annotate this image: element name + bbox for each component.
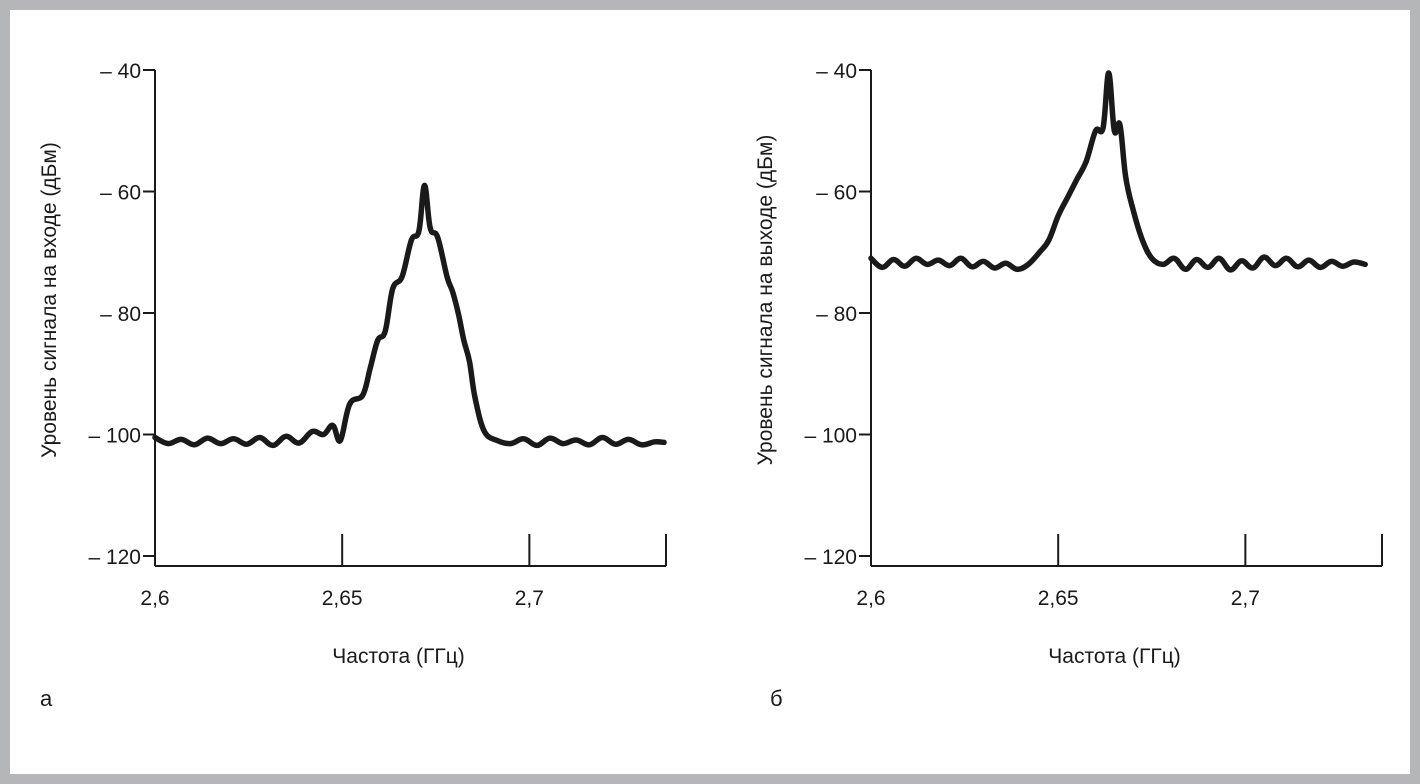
x-axis-title: Частота (ГГц) [1048,645,1180,668]
x-tick-label: 2,6 [140,587,169,610]
panel-letter-a: а [40,686,53,711]
series-line-0 [152,182,667,449]
x-tick-label: 2,6 [856,587,885,610]
y-tick-label: – 120 [88,546,141,569]
y-tick-label: – 40 [100,60,141,83]
x-tick-label: 2,7 [1231,587,1260,610]
y-axis-title: Уровень сигнала на входе (дБм) [38,142,61,458]
series-line-0 [868,70,1368,273]
x-tick-label: 2,65 [1038,587,1079,610]
chart-panel-1: – 40 – 60 – 80 – 100 – 120 2,6 2,65 2,7 Частота … [754,60,1383,668]
x-tick-label: 2,65 [322,587,363,610]
x-tick-label: 2,7 [515,587,544,610]
y-tick-label: – 100 [804,425,857,448]
y-tick-label: – 80 [816,303,857,326]
y-tick-label: – 40 [816,60,857,83]
y-axis-title: Уровень сигнала на выходе (дБм) [754,135,777,466]
y-tick-label: – 80 [100,303,141,326]
y-tick-label: – 60 [100,182,141,205]
y-tick-label: – 60 [816,182,857,205]
x-axis-title: Частота (ГГц) [332,645,464,668]
y-tick-label: – 120 [804,546,857,569]
y-tick-label: – 100 [88,425,141,448]
panel-letter-b: б [770,686,783,711]
chart-panel-0: – 40 – 60 – 80 – 100 – 120 2,6 2,65 2,7 Частота … [38,60,667,668]
